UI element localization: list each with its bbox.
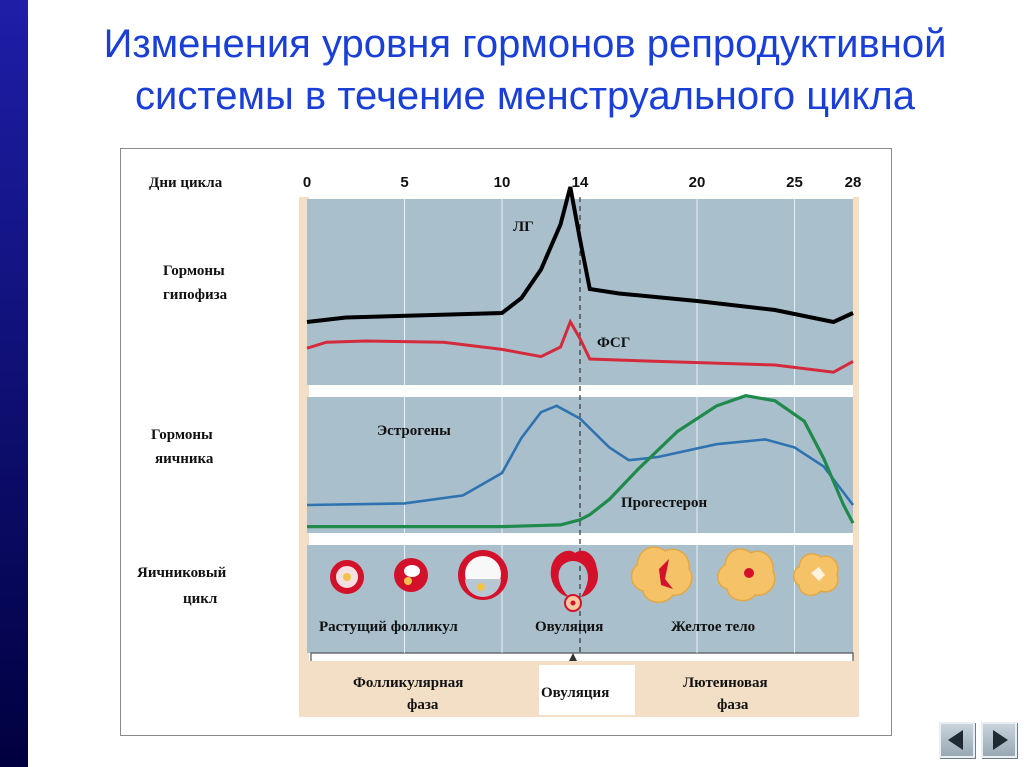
- follicular-phase-label-1: Фолликулярная: [353, 675, 463, 691]
- corpus-luteum-label: Желтое тело: [671, 619, 755, 635]
- growing-follicle-label: Растущий фолликул: [319, 619, 458, 635]
- day-tick-20: 20: [689, 174, 706, 191]
- follicle-medium-icon: [394, 558, 428, 592]
- fsh-curve: [306, 318, 854, 374]
- progesterone-label: Прогестерон: [621, 495, 707, 511]
- luteal-phase-label-2: фаза: [717, 697, 749, 713]
- hormone-diagram: Дни цикла 0 5 10 14 20 25 28 Гормоны гипофиза …: [137, 174, 862, 717]
- luteal-phase-label-1: Лютеиновая: [683, 675, 768, 691]
- corpus-luteum-regressing-icon: [793, 553, 839, 596]
- ovulation-phase-box: [539, 665, 635, 715]
- follicle-large-icon: [458, 550, 508, 600]
- day-tick-5: 5: [400, 174, 408, 191]
- phase-bracket: [310, 652, 854, 661]
- follicle-small-icon: [330, 560, 364, 594]
- day-tick-0: 0: [303, 174, 311, 191]
- title-line-2: системы в течение менструального цикла: [135, 74, 915, 118]
- ovulation-stage-label: Овуляция: [535, 619, 603, 635]
- slide-title: Изменения уровня гормонов репродуктивной…: [40, 18, 1010, 122]
- lh-curve: [306, 186, 854, 325]
- progesterone-curve: [307, 394, 855, 529]
- lh-label: ЛГ: [513, 219, 534, 235]
- prev-slide-button[interactable]: [939, 722, 975, 758]
- day-tick-25: 25: [786, 174, 803, 191]
- ovarian-label-2: яичника: [155, 451, 214, 467]
- follicular-phase-label-2: фаза: [407, 697, 439, 713]
- ovarian-label-1: Гормоны: [151, 427, 213, 443]
- left-strip: [299, 197, 309, 717]
- cycle-label-2: цикл: [183, 591, 218, 607]
- ovulation-arrow: [569, 653, 577, 661]
- hormone-cycle-figure: Дни цикла 0 5 10 14 20 25 28 Гормоны гипофиза …: [120, 148, 892, 736]
- cycle-label-1: Яичниковый: [137, 565, 227, 581]
- day-tick-10: 10: [494, 174, 511, 191]
- right-strip: [853, 197, 859, 717]
- day-tick-14: 14: [572, 174, 589, 191]
- fsh-label: ФСГ: [597, 335, 630, 351]
- corpus-luteum-mid-icon: [717, 548, 776, 602]
- corpus-luteum-early-icon: [630, 546, 693, 603]
- day-tick-28: 28: [845, 174, 862, 191]
- estrogen-label: Эстрогены: [377, 423, 451, 439]
- triangle-right-icon: [993, 730, 1008, 750]
- left-accent-bar: [0, 0, 28, 767]
- next-slide-button[interactable]: [981, 722, 1017, 758]
- ovulation-phase-label: Овуляция: [541, 685, 609, 701]
- estrogen-curve: [306, 404, 855, 507]
- title-line-1: Изменения уровня гормонов репродуктивной: [103, 22, 947, 66]
- pituitary-label-1: Гормоны: [163, 263, 225, 279]
- pituitary-label-2: гипофиза: [163, 287, 228, 303]
- ovulation-follicle-icon: [550, 550, 599, 612]
- days-label: Дни цикла: [149, 175, 223, 191]
- day-tick-labels: 0 5 10 14 20 25 28: [303, 174, 862, 191]
- triangle-left-icon: [948, 730, 963, 750]
